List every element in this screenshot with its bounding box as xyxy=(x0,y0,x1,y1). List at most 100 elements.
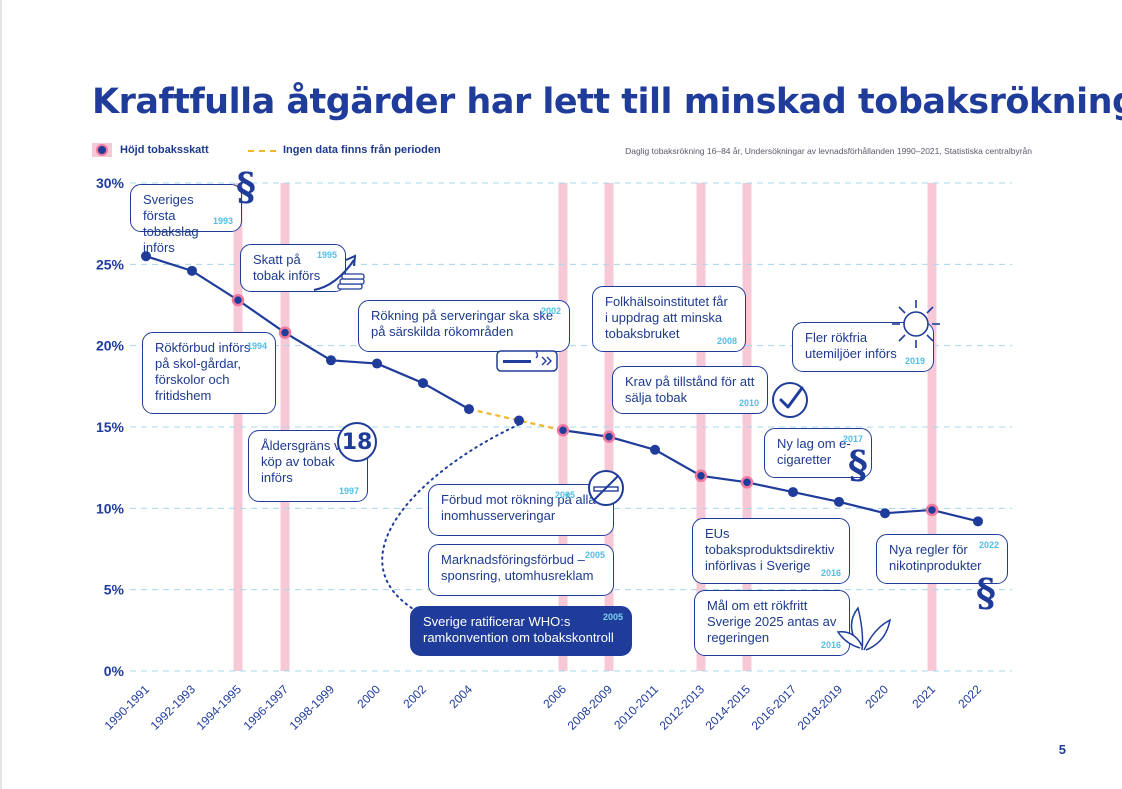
annotation-text: Sverige ratificerar WHO:s ramkonvention … xyxy=(423,614,614,645)
legend-tax-label: Höjd tobaksskatt xyxy=(120,144,209,156)
annotation-text: Folkhälsoinstitutet får i uppdrag att mi… xyxy=(605,294,728,341)
annotation-text: Sveriges första tobakslag införs xyxy=(143,192,199,255)
annotation-text: Marknadsföringsförbud – sponsring, utomh… xyxy=(441,552,594,583)
data-point-1998-1999 xyxy=(326,355,336,366)
y-axis-ticks: 30% 25% 20% 15% 10% 5% 0% xyxy=(96,175,125,679)
annotation-text: Krav på tillstånd för att sälja tobak xyxy=(625,374,755,405)
annotation-year: 2002 xyxy=(540,306,561,316)
y-tick-label: 5% xyxy=(104,582,125,598)
annotation-marketing-ban: Marknadsföringsförbud – sponsring, utomh… xyxy=(428,544,614,596)
y-tick-label: 30% xyxy=(96,175,125,191)
x-tick-label: 1998-1999 xyxy=(287,682,338,733)
legend-tax-dot-swatch xyxy=(96,144,108,156)
annotation-year: 2016 xyxy=(820,568,841,578)
data-point-2012-2013 xyxy=(694,469,708,483)
x-axis-ticks: 1990-19911992-19931994-19951996-19971998… xyxy=(102,682,985,733)
annotation-eu-tobacco-directive: EUs tobaksproduktsdirektiv införlivas i … xyxy=(692,518,850,584)
annotation-nicotine-rules: Nya regler för nikotinprodukter 2022 xyxy=(876,534,1008,584)
series-line-no-data xyxy=(468,408,564,432)
annotation-sales-license: Krav på tillstånd för att sälja tobak 20… xyxy=(612,366,768,414)
x-tick-label: 2021 xyxy=(909,682,938,711)
legend-no-data-swatch xyxy=(248,150,276,152)
law-paragraph-icon: § xyxy=(236,164,256,209)
who-connector-line xyxy=(381,423,520,613)
annotation-year: 2005 xyxy=(555,490,576,500)
data-point-2022 xyxy=(973,516,983,527)
annotation-e-cigarette-law: Ny lag om e-cigaretter 2017 xyxy=(764,428,872,478)
data-point-2020 xyxy=(880,508,890,519)
x-tick-label: 2002 xyxy=(400,682,429,711)
law-paragraph-icon: § xyxy=(848,442,868,487)
data-point-1990-1991 xyxy=(141,251,151,262)
data-point-2018-2019 xyxy=(834,496,844,507)
y-tick-label: 25% xyxy=(96,256,125,272)
annotation-text: Fler rökfria utemiljöer införs xyxy=(805,330,897,361)
page-edge-rule xyxy=(0,0,2,789)
series-line-solid-early xyxy=(145,255,470,411)
series-line-solid-late xyxy=(562,429,979,523)
x-tick-label: 2018-2019 xyxy=(795,682,846,733)
cigarette-smoke-icon xyxy=(496,350,558,372)
tax-band-2012-2013 xyxy=(696,183,706,671)
x-tick-label: 2008-2009 xyxy=(565,682,616,733)
data-point-2021 xyxy=(925,503,939,517)
data-point-1994-1995 xyxy=(231,293,245,307)
data-point-2004 xyxy=(464,404,474,415)
annotation-text: Ny lag om e-cigaretter xyxy=(777,436,851,467)
annotation-indoor-restaurant-ban: Förbud mot rökning på alla inomhusserver… xyxy=(428,484,614,536)
x-tick-label: 2012-2013 xyxy=(657,682,708,733)
annotation-year: 2016 xyxy=(820,640,841,650)
annotation-restaurant-smoking-areas: Rökning på serveringar ska ske på särski… xyxy=(358,300,570,352)
x-tick-label: 2016-2017 xyxy=(749,682,800,733)
law-paragraph-icon: § xyxy=(976,570,996,615)
leaves-icon xyxy=(836,606,892,651)
check-circle-icon xyxy=(772,382,808,418)
age-limit-18-icon: 18 xyxy=(337,422,377,462)
y-tick-label: 20% xyxy=(96,338,125,354)
data-point-2000 xyxy=(372,358,382,369)
tax-band-1994-1995 xyxy=(233,183,243,671)
x-tick-label: 2014-2015 xyxy=(703,682,754,733)
sun-icon xyxy=(892,300,940,348)
annotation-who-framework: Sverige ratificerar WHO:s ramkonvention … xyxy=(410,606,632,656)
annotation-text: Förbud mot rökning på alla inomhusserver… xyxy=(441,492,596,523)
annotation-year: 2019 xyxy=(904,356,925,366)
data-point-2006 xyxy=(556,424,570,437)
annotation-first-tobacco-law: Sveriges första tobakslag införs 1993 xyxy=(130,184,242,255)
data-point-2010-2011 xyxy=(650,444,660,455)
data-point-2002 xyxy=(418,378,428,389)
y-tick-label: 10% xyxy=(96,500,125,516)
data-point-2016-2017 xyxy=(788,487,798,498)
page-title: Kraftfulla åtgärder har lett till minska… xyxy=(92,82,1122,122)
y-tick-label: 0% xyxy=(104,663,125,679)
coins-rising-arrow-icon xyxy=(313,254,365,291)
y-tick-label: 15% xyxy=(96,419,125,435)
x-tick-label: 2022 xyxy=(955,682,984,711)
x-tick-label: 1996-1997 xyxy=(241,682,292,733)
data-point-2008-2009 xyxy=(602,430,616,444)
annotation-year: 2022 xyxy=(978,540,999,550)
x-tick-label: 1990-1991 xyxy=(102,682,153,733)
legend-no-data-label: Ingen data finns från perioden xyxy=(283,144,441,156)
annotation-year: 1994 xyxy=(246,341,267,351)
annotation-text: Nya regler för nikotinprodukter xyxy=(889,542,982,573)
annotation-year: 2005 xyxy=(602,612,623,622)
x-tick-label: 2004 xyxy=(446,682,475,711)
annotation-year: 2008 xyxy=(716,336,737,346)
x-tick-label: 1992-1993 xyxy=(148,682,199,733)
data-point-no-data-estimate xyxy=(514,415,524,426)
annotation-year: 1993 xyxy=(212,216,233,226)
annotation-text: Rökning på serveringar ska ske på särski… xyxy=(371,308,554,339)
annotation-text: Skatt på tobak införs xyxy=(253,252,321,283)
x-tick-label: 2010-2011 xyxy=(611,682,661,732)
data-point-2014-2015 xyxy=(740,476,754,489)
source-note: Daglig tobaksrökning 16–84 år, Undersökn… xyxy=(625,146,1032,156)
x-tick-label: 1994-1995 xyxy=(194,682,245,733)
no-smoking-icon xyxy=(588,470,624,506)
page-number: 5 xyxy=(1058,742,1066,757)
data-point-1996-1997 xyxy=(278,326,292,339)
series-line xyxy=(145,255,979,523)
x-tick-label: 2000 xyxy=(354,682,383,711)
annotation-text: Rökförbud införs på skol-gårdar, förskol… xyxy=(155,340,251,403)
